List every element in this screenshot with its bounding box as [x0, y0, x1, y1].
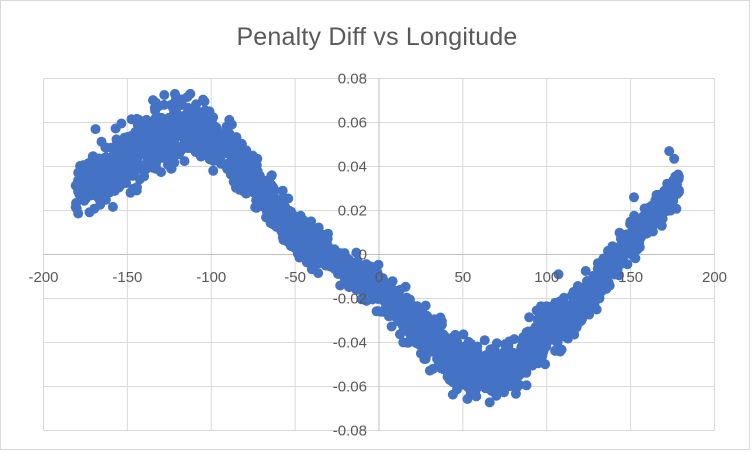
y-tick-label: -0.08 — [333, 423, 367, 440]
y-tick-label: 0.06 — [338, 115, 367, 132]
x-tick-label: -50 — [284, 269, 306, 286]
y-tick-label: 0.02 — [338, 203, 367, 220]
x-tick-label: 150 — [618, 269, 643, 286]
outlier-point — [471, 391, 482, 402]
chart-title: Penalty Diff vs Longitude — [236, 23, 518, 51]
y-tick-label: -0.04 — [333, 335, 367, 352]
y-tick-label: -0.06 — [333, 379, 367, 396]
tick-labels: -200 -150 -100 -50 0 50 100 150 200 0.08 0.06 0.04 0… — [28, 71, 727, 440]
y-tick-label: 0.04 — [338, 159, 367, 176]
y-tick-label: 0.08 — [338, 71, 367, 88]
outlier-point — [150, 97, 161, 108]
outlier-point — [90, 124, 101, 135]
outlier-point — [669, 153, 680, 164]
x-tick-label: -100 — [196, 269, 226, 286]
x-tick-label: 200 — [702, 269, 727, 286]
outlier-point — [629, 192, 639, 203]
outlier-point — [159, 90, 170, 100]
x-tick-label: -200 — [28, 269, 58, 286]
x-tick-label: -150 — [112, 269, 142, 286]
outlier-point — [447, 389, 458, 400]
outlier-point — [553, 269, 564, 280]
x-tick-label: 0 — [375, 269, 383, 286]
outlier-point — [177, 94, 188, 105]
outlier-point — [664, 146, 675, 157]
x-tick-label: 100 — [534, 269, 559, 286]
x-tick-label: 50 — [455, 269, 472, 286]
y-tick-label: 0 — [359, 247, 367, 264]
y-tick-label: -0.02 — [333, 291, 367, 308]
data-points — [70, 88, 684, 408]
